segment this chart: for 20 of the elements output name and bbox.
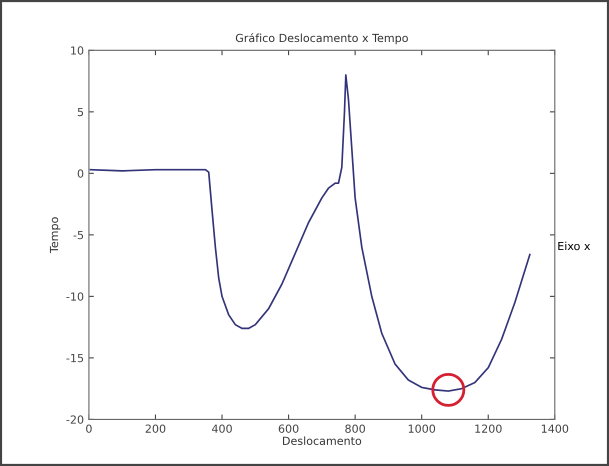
y-tick-label: 5 <box>78 108 84 116</box>
y-tick-label: -20 <box>66 415 84 424</box>
line-series <box>90 74 531 392</box>
x-tick-label: 800 <box>345 424 365 433</box>
x-tick-label: 0 <box>86 424 92 433</box>
x-axis-title: Deslocamento <box>283 436 362 446</box>
x-tick-label: 600 <box>278 424 298 433</box>
x-tick-label: 1000 <box>408 424 436 433</box>
x-tick-label: 1200 <box>475 424 502 433</box>
y-tick-label: -5 <box>74 230 84 240</box>
y-tick-label: 0 <box>78 169 84 178</box>
y-tick-label: 10 <box>71 46 84 55</box>
y-tick-label: -10 <box>66 292 84 301</box>
chart-title: Gráfico Deslocamento x Tempo <box>236 33 408 44</box>
y-axis-title: Tempo <box>50 217 60 254</box>
text: Eixo x <box>558 242 590 250</box>
y-tick-label: -15 <box>66 354 84 362</box>
x-tick-label: 200 <box>146 424 166 433</box>
x-tick-label: 400 <box>212 424 232 433</box>
x-tick-label: 1400 <box>542 424 568 433</box>
